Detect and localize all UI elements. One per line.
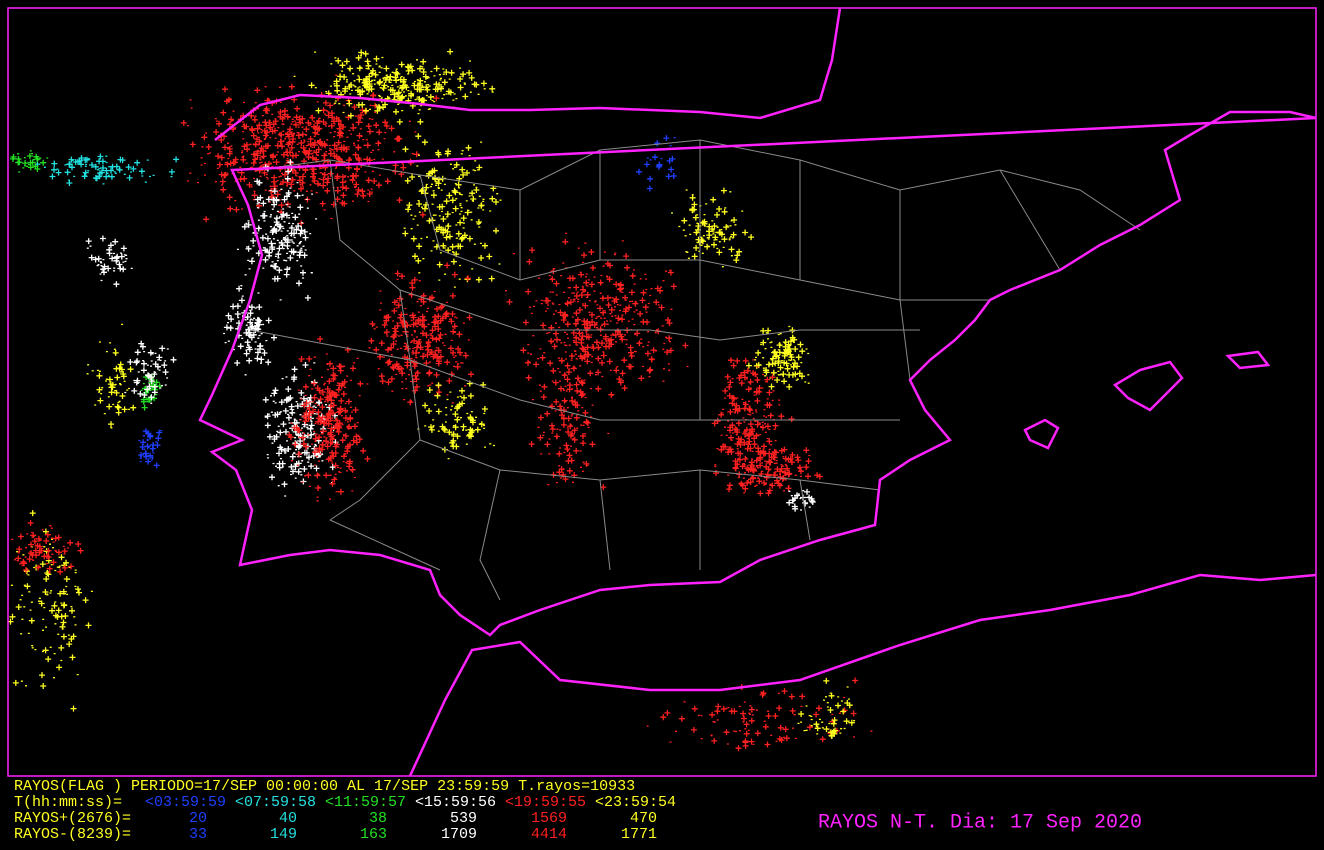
strike-cluster: [236, 159, 318, 301]
strike-cluster: [180, 74, 440, 227]
negative-count: 1771: [621, 826, 657, 843]
island-mallorca: [1112, 360, 1184, 412]
positive-count: 1569: [531, 810, 567, 827]
coastline-iberia: [198, 7, 1317, 637]
positive-label: RAYOS+(2676)=: [14, 810, 131, 827]
legend: RAYOS(FLAG ) PERIODO=17/SEP 00:00:00 AL …: [14, 778, 676, 843]
island-ibiza: [1023, 418, 1060, 450]
period-line: RAYOS(FLAG ) PERIODO=17/SEP 00:00:00 AL …: [14, 778, 635, 795]
province-borders: [249, 139, 1141, 601]
map-title: RAYOS N-T. Dia: 17 Sep 2020: [818, 811, 1142, 834]
strike-cluster: [711, 357, 795, 492]
strike-cluster: [10, 150, 49, 173]
strike-cluster: [34, 153, 180, 186]
coastline-africa: [408, 573, 1317, 777]
negative-label: RAYOS-(8239)=: [14, 826, 131, 843]
island-menorca: [1225, 350, 1271, 370]
strike-cluster: [11, 520, 84, 575]
strike-cluster: [138, 428, 163, 469]
positive-count: 470: [630, 810, 657, 827]
borders: [7, 7, 1317, 777]
strike-cluster: [745, 325, 810, 390]
strike-cluster: [124, 340, 177, 404]
strike-cluster: [7, 510, 93, 712]
map-frame: [7, 7, 1317, 777]
negative-count: 149: [270, 826, 297, 843]
negative-count: 1709: [441, 826, 477, 843]
interval: <07:59:58: [235, 794, 316, 811]
strike-cluster: [286, 336, 371, 502]
strike-cluster: [713, 439, 823, 497]
positive-count: 20: [189, 810, 207, 827]
interval: <03:59:59: [145, 794, 226, 811]
positive-count: 38: [369, 810, 387, 827]
interval: <15:59:56: [415, 794, 496, 811]
strikes-layer: [7, 48, 873, 752]
negative-count: 33: [189, 826, 207, 843]
strike-cluster: [528, 333, 610, 491]
strike-cluster: [293, 48, 496, 125]
strike-cluster: [86, 323, 137, 429]
positive-count: 539: [450, 810, 477, 827]
interval-label: T(hh:mm:ss)=: [14, 794, 122, 811]
strike-cluster: [85, 235, 133, 288]
strike-cluster: [402, 133, 502, 288]
strike-cluster: [636, 135, 677, 192]
positive-count: 40: [279, 810, 297, 827]
negative-count: 4414: [531, 826, 567, 843]
interval: <19:59:55: [505, 794, 586, 811]
interval: <23:59:54: [595, 794, 676, 811]
strike-cluster: [797, 677, 856, 739]
interval: <11:59:57: [325, 794, 406, 811]
negative-count: 163: [360, 826, 387, 843]
